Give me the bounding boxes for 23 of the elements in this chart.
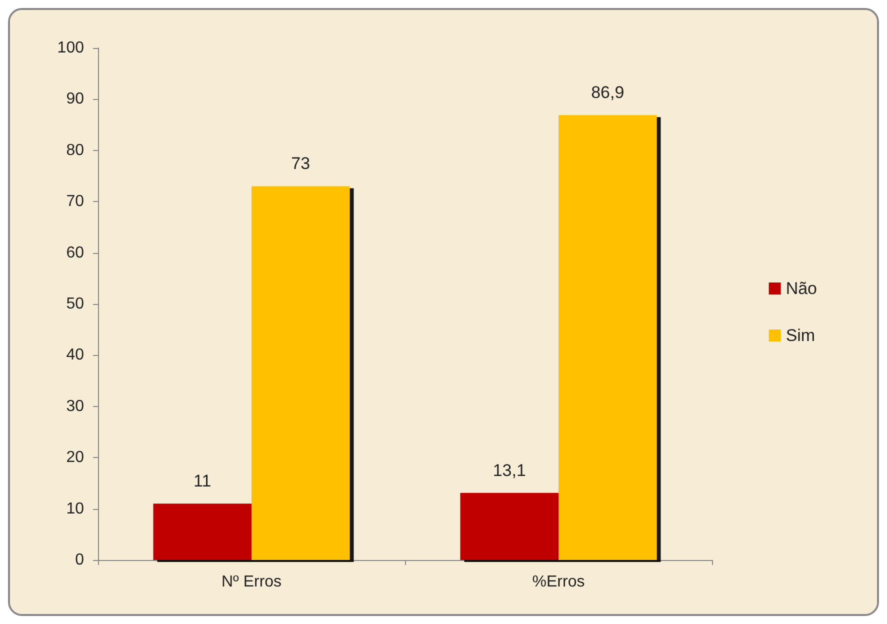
y-tick-label: 50 xyxy=(66,296,84,312)
data-label: 86,9 xyxy=(591,83,624,102)
y-tick-label: 40 xyxy=(66,346,84,364)
data-label: 73 xyxy=(291,154,310,174)
y-tick-label: 90 xyxy=(66,90,84,108)
y-tick-label: 100 xyxy=(57,40,84,56)
x-tick-label: %Erros xyxy=(532,574,585,590)
data-label: 13,1 xyxy=(492,460,526,480)
legend-label: Sim xyxy=(786,326,816,345)
y-tick-label: 80 xyxy=(66,142,84,159)
bar xyxy=(460,492,558,560)
y-tick-label: 10 xyxy=(66,500,84,518)
data-label: 11 xyxy=(194,472,212,491)
y-tick-label: 20 xyxy=(66,449,84,466)
bar xyxy=(252,186,350,560)
bar xyxy=(558,115,657,560)
y-tick-label: 70 xyxy=(66,193,84,210)
y-tick-label: 0 xyxy=(75,552,84,568)
legend-label: Não xyxy=(786,279,817,298)
bar xyxy=(153,504,252,560)
x-tick-label: Nº Erros xyxy=(221,574,282,590)
y-tick-label: 60 xyxy=(66,244,84,262)
y-tick-label: 30 xyxy=(66,398,84,415)
